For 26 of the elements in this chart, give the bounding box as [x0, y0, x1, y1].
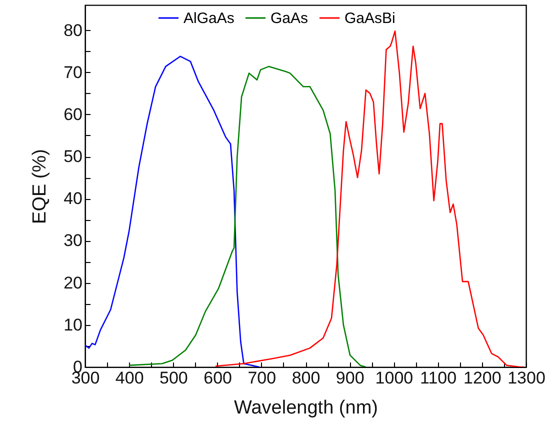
- x-tick-label: 400: [115, 368, 144, 388]
- legend-label: GaAs: [270, 10, 308, 27]
- y-tick-label: 40: [64, 189, 82, 208]
- x-tick-label: 1200: [463, 368, 502, 388]
- y-tick-label: 20: [64, 273, 82, 292]
- y-tick-label: 70: [64, 62, 82, 82]
- line-series: [214, 30, 524, 367]
- line-series: [85, 56, 260, 367]
- x-tick-label: 1100: [420, 368, 457, 388]
- x-tick-label: 900: [336, 368, 364, 388]
- legend-label: AlGaAs: [184, 10, 234, 27]
- x-tick-label: 500: [160, 368, 188, 388]
- x-tick-label: 700: [248, 368, 276, 388]
- legend-label: GaAsBi: [344, 10, 396, 27]
- x-tick-label: 1000: [375, 368, 414, 388]
- y-tick-label: 10: [64, 315, 82, 334]
- line-series: [128, 66, 367, 367]
- x-tick-label: 1300: [508, 368, 546, 388]
- y-axis-title: EQE (%): [30, 149, 51, 224]
- x-tick-label: 800: [292, 368, 320, 388]
- x-axis-title: Wavelength (nm): [234, 398, 378, 418]
- y-tick-label: 60: [64, 104, 82, 124]
- y-tick-label: 80: [64, 20, 82, 40]
- y-tick-label: 30: [64, 231, 82, 250]
- x-tick-label: 600: [204, 368, 232, 388]
- y-tick-label: 50: [64, 147, 82, 166]
